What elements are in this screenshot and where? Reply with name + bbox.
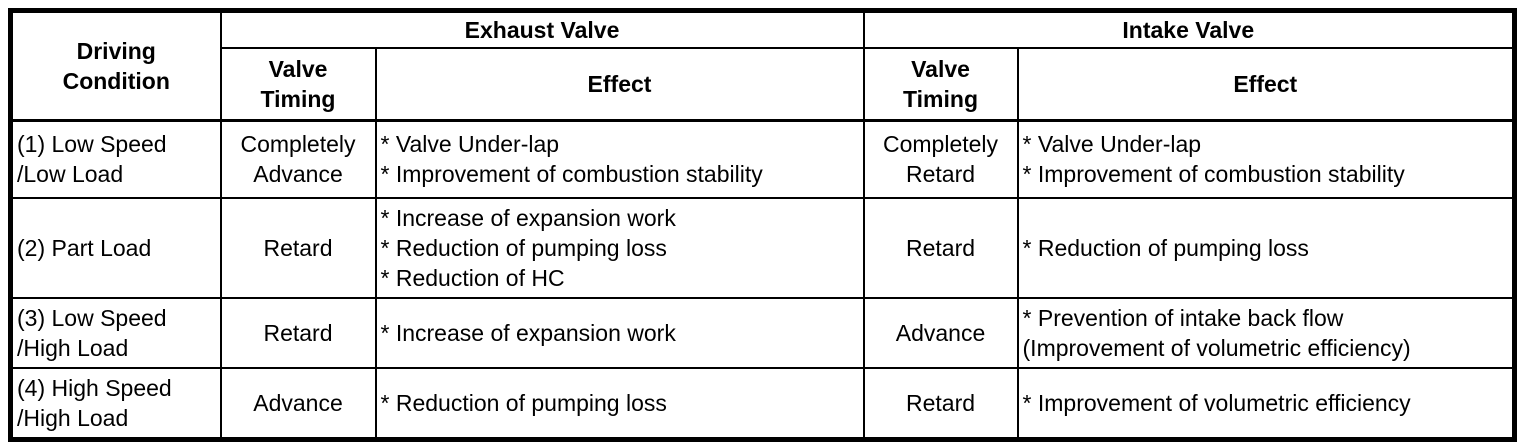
exhaust-effect-cell: * Valve Under-lap * Improvement of combu… [374,118,865,199]
intake-effect-cell: * Prevention of intake back flow (Improv… [1016,297,1516,369]
header-intake-valve-timing: Valve Timing [862,47,1019,121]
exhaust-effect-cell: * Increase of expansion work * Reduction… [374,197,865,299]
condition-cell: (4) High Speed /High Load [9,367,222,440]
exhaust-timing-cell: Advance [219,367,377,440]
header-exhaust-valve-timing: Valve Timing [219,47,377,121]
condition-cell: (1) Low Speed /Low Load [9,118,222,199]
exhaust-effect-cell: * Increase of expansion work [374,297,865,369]
intake-timing-cell: Advance [862,297,1019,369]
table-row-high-speed-high-load: (4) High Speed /High Load Advance * Redu… [9,367,1516,440]
header-driving-condition: Driving Condition [9,9,222,121]
header-exhaust-effect: Effect [374,47,865,121]
table-row-low-speed-low-load: (1) Low Speed /Low Load Completely Advan… [9,118,1516,199]
header-row-groups: Driving Condition Exhaust Valve Intake V… [9,9,1516,121]
header-intake-valve: Intake Valve [862,9,1516,49]
condition-cell: (2) Part Load [9,197,222,299]
intake-timing-cell: Retard [862,367,1019,440]
header-intake-effect: Effect [1016,47,1516,121]
table-row-low-speed-high-load: (3) Low Speed /High Load Retard * Increa… [9,297,1516,369]
header-row-subcolumns: Valve Timing Effect Valve Timing Effect [11,47,1516,121]
intake-effect-cell: * Valve Under-lap * Improvement of combu… [1016,118,1516,199]
exhaust-effect-cell: * Reduction of pumping loss [374,367,865,440]
header-exhaust-valve: Exhaust Valve [219,9,865,49]
intake-timing-cell: Retard [862,197,1019,299]
exhaust-timing-cell: Retard [219,197,377,299]
exhaust-timing-cell: Retard [219,297,377,369]
valve-timing-table: Driving Condition Exhaust Valve Intake V… [8,8,1518,442]
exhaust-timing-cell: Completely Advance [219,118,377,199]
table-row-part-load: (2) Part Load Retard * Increase of expan… [9,197,1516,299]
intake-effect-cell: * Improvement of volumetric efficiency [1016,367,1516,440]
intake-effect-cell: * Reduction of pumping loss [1016,197,1516,299]
condition-cell: (3) Low Speed /High Load [9,297,222,369]
intake-timing-cell: Completely Retard [862,118,1019,199]
